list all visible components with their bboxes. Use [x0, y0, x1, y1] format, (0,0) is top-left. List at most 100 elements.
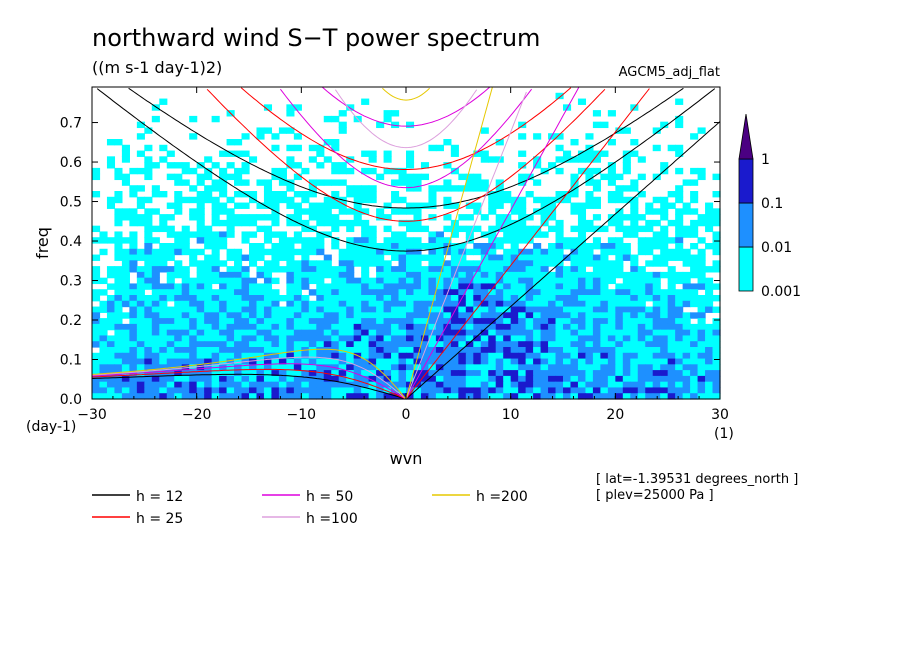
spectrum-cell	[600, 260, 609, 267]
spectrum-cell	[667, 347, 676, 354]
spectrum-cell	[106, 237, 116, 244]
spectrum-cell	[353, 347, 362, 354]
spectrum-cell	[151, 358, 160, 365]
spectrum-cell	[615, 341, 624, 348]
spectrum-cell	[204, 231, 213, 238]
spectrum-cell	[428, 243, 437, 250]
spectrum-cell	[278, 323, 287, 331]
spectrum-cell	[361, 271, 370, 279]
spectrum-cell	[286, 104, 295, 111]
spectrum-cell	[622, 231, 631, 238]
spectrum-cell	[592, 110, 601, 117]
spectrum-cell	[712, 393, 721, 400]
spectrum-cell	[159, 329, 168, 337]
spectrum-cell	[503, 277, 512, 285]
spectrum-cell	[121, 254, 130, 261]
spectrum-cell	[204, 393, 213, 400]
spectrum-cell	[690, 243, 699, 250]
spectrum-cell	[533, 364, 542, 371]
spectrum-cell	[331, 266, 340, 273]
spectrum-cell	[443, 375, 452, 383]
spectrum-cell	[592, 121, 601, 129]
spectrum-cell	[249, 318, 258, 325]
spectrum-cell	[263, 306, 273, 313]
spectrum-cell	[443, 341, 452, 348]
spectrum-cell	[615, 329, 624, 337]
spectrum-cell	[510, 393, 519, 400]
spectrum-cell	[301, 191, 310, 198]
spectrum-cell	[196, 306, 205, 313]
spectrum-cell	[600, 318, 609, 325]
spectrum-cell	[151, 260, 160, 267]
spectrum-cell	[473, 150, 482, 157]
spectrum-cell	[420, 318, 430, 325]
spectrum-cell	[675, 225, 684, 233]
spectrum-cell	[249, 231, 258, 238]
spectrum-cell	[92, 323, 101, 331]
spectrum-cell	[592, 266, 601, 273]
spectrum-cell	[563, 300, 572, 308]
spectrum-cell	[159, 225, 168, 233]
spectrum-cell	[204, 196, 213, 204]
spectrum-cell	[660, 358, 669, 365]
spectrum-cell	[181, 358, 190, 365]
spectrum-cell	[622, 341, 631, 348]
spectrum-cell	[353, 393, 362, 400]
spectrum-cell	[144, 237, 153, 244]
spectrum-cell	[435, 381, 444, 389]
spectrum-cell	[383, 277, 392, 285]
spectrum-cell	[465, 375, 474, 383]
spectrum-cell	[234, 167, 243, 175]
spectrum-cell	[368, 323, 377, 331]
spectrum-cell	[301, 208, 310, 215]
spectrum-cell	[376, 121, 385, 129]
spectrum-cell	[121, 358, 130, 365]
spectrum-cell	[144, 214, 153, 221]
spectrum-cell	[465, 312, 474, 319]
spectrum-cell	[585, 375, 594, 383]
spectrum-cell	[555, 358, 564, 365]
spectrum-cell	[129, 243, 138, 250]
spectrum-cell	[271, 370, 280, 377]
spectrum-cell	[585, 335, 594, 342]
spectrum-cell	[293, 271, 302, 279]
spectrum-cell	[92, 295, 101, 302]
spectrum-cell	[338, 179, 347, 186]
spectrum-cell	[368, 167, 377, 175]
spectrum-cell	[570, 271, 579, 279]
spectrum-cell	[391, 237, 400, 244]
spectrum-cell	[263, 179, 273, 186]
spectrum-cell	[518, 329, 527, 337]
spectrum-cell	[652, 318, 661, 325]
spectrum-cell	[563, 318, 572, 325]
spectrum-cell	[114, 364, 123, 371]
spectrum-cell	[525, 254, 534, 261]
spectrum-cell	[577, 300, 587, 308]
spectrum-cell	[443, 347, 452, 354]
spectrum-cell	[555, 144, 564, 152]
spectrum-cell	[189, 254, 198, 261]
spectrum-cell	[361, 347, 370, 354]
spectrum-cell	[338, 260, 347, 267]
spectrum-cell	[129, 266, 138, 273]
spectrum-cell	[181, 162, 190, 169]
spectrum-cell	[473, 266, 482, 273]
spectrum-cell	[308, 375, 317, 383]
spectrum-cell	[428, 347, 437, 354]
spectrum-cell	[391, 196, 400, 204]
spectrum-cell	[301, 306, 310, 313]
spectrum-cell	[391, 318, 400, 325]
spectrum-cell	[301, 370, 310, 377]
spectrum-cell	[645, 341, 654, 348]
spectrum-cell	[346, 254, 355, 261]
spectrum-cell	[346, 225, 355, 233]
spectrum-cell	[323, 387, 332, 394]
spectrum-cell	[353, 295, 362, 302]
spectrum-cell	[622, 312, 631, 319]
spectrum-cell	[308, 364, 317, 371]
spectrum-cell	[435, 323, 444, 331]
spectrum-cell	[428, 202, 437, 209]
spectrum-cell	[368, 375, 377, 383]
spectrum-cell	[637, 306, 646, 313]
spectrum-cell	[510, 335, 519, 342]
